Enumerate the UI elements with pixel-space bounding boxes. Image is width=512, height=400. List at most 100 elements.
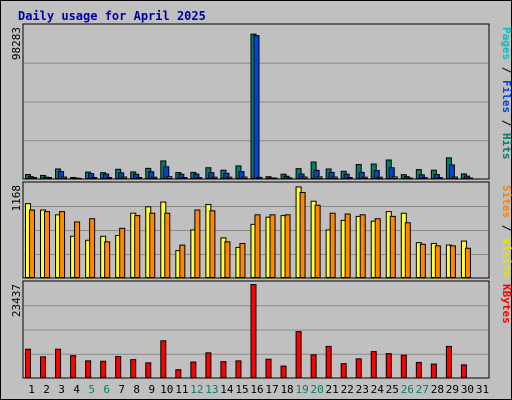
bar-kbytes — [190, 361, 197, 378]
bar-kbytes — [40, 356, 47, 379]
bar-sites — [299, 192, 306, 278]
bar-sites — [239, 242, 246, 279]
x-tick-label: 30 — [461, 383, 474, 396]
bar-sites — [404, 222, 411, 279]
x-tick-label: 11 — [175, 383, 188, 396]
panel-3: 23437 KBytes — [10, 280, 512, 379]
bar-pages — [226, 176, 233, 180]
legend-label: KBytes — [500, 284, 512, 324]
panel-2: 1168 Sites / Visits — [10, 181, 512, 279]
bar-pages — [136, 176, 143, 180]
x-tick-label: 26 — [401, 383, 414, 396]
bar-kbytes — [250, 284, 257, 378]
legend-label: Sites / Visits — [500, 185, 512, 278]
x-axis: 1 2 3 4 5 6 7 8 9 10 11 12 13 14 15 16 17 18 19 20 21 22 23 24 2… — [28, 383, 489, 396]
x-tick-label: 20 — [311, 383, 324, 396]
x-tick-label: 6 — [103, 383, 110, 396]
bar-kbytes — [85, 360, 92, 379]
bar-pages — [181, 176, 188, 180]
bar-pages — [61, 176, 68, 179]
bar-sites — [344, 213, 351, 279]
bar-kbytes — [220, 361, 227, 379]
bar-kbytes — [100, 360, 107, 378]
bar-pages — [466, 177, 473, 179]
bar-pages — [346, 176, 353, 180]
bar-kbytes — [385, 353, 392, 378]
chart-panels: 98283 Pages / Files / Hits 1168 Sites / Vis… — [10, 23, 512, 379]
bar-kbytes — [55, 348, 62, 378]
bar-files — [253, 35, 260, 180]
axis-max-label: 1168 — [10, 185, 23, 212]
bar-pages — [166, 176, 173, 179]
bar-sites — [254, 214, 261, 279]
bar-kbytes — [145, 362, 152, 378]
bar-sites — [329, 212, 336, 279]
x-tick-label: 25 — [386, 383, 399, 396]
bar-kbytes — [205, 352, 212, 378]
bar-pages — [451, 176, 458, 179]
bar-kbytes — [175, 369, 182, 378]
x-tick-label: 22 — [341, 383, 354, 396]
bar-sites — [104, 241, 111, 279]
bar-sites — [179, 244, 186, 278]
bar-sites — [359, 214, 366, 279]
x-tick-label: 3 — [58, 383, 65, 396]
bar-sites — [224, 241, 231, 279]
bar-sites — [149, 212, 156, 279]
x-tick-label: 15 — [235, 383, 248, 396]
bar-kbytes — [235, 360, 242, 379]
x-tick-label: 12 — [190, 383, 203, 396]
bar-sites — [44, 211, 51, 278]
legend-part: Files — [500, 80, 512, 113]
bar-pages — [286, 177, 293, 179]
bar-sites — [464, 247, 471, 278]
bar-kbytes — [430, 363, 437, 378]
x-tick-label: 21 — [326, 383, 339, 396]
bar-kbytes — [295, 331, 302, 378]
x-tick-label: 16 — [250, 383, 263, 396]
bar-kbytes — [460, 364, 467, 378]
x-tick-label: 18 — [280, 383, 293, 396]
bar-kbytes — [25, 348, 31, 378]
panel-1: 98283 Pages / Files / Hits — [10, 23, 512, 180]
x-tick-label: 2 — [43, 383, 50, 396]
bar-sites — [269, 214, 276, 279]
bar-pages — [241, 176, 248, 179]
bar-pages — [256, 176, 263, 179]
bar-kbytes — [265, 358, 272, 378]
bar-kbytes — [445, 345, 452, 378]
bar-pages — [391, 176, 398, 180]
bar-sites — [74, 221, 81, 279]
x-tick-label: 5 — [88, 383, 95, 396]
bar-kbytes — [130, 359, 137, 379]
bar-kbytes — [115, 355, 122, 378]
x-tick-label: 1 — [28, 383, 35, 396]
x-tick-label: 24 — [371, 383, 385, 396]
x-tick-label: 7 — [118, 383, 125, 396]
x-tick-label: 27 — [416, 383, 429, 396]
legend-part: Hits — [500, 133, 512, 160]
bar-sites — [434, 245, 441, 278]
x-tick-label: 4 — [73, 383, 80, 396]
x-tick-label: 31 — [476, 383, 489, 396]
bar-sites — [29, 209, 35, 278]
legend-part: / — [500, 113, 512, 133]
x-tick-label: 19 — [295, 383, 308, 396]
bar-sites — [389, 215, 396, 278]
bar-kbytes — [160, 340, 167, 378]
bar-kbytes — [415, 361, 422, 379]
bar-kbytes — [340, 363, 347, 379]
bar-sites — [59, 211, 66, 278]
bar-sites — [374, 218, 381, 278]
axis-max-label: 98283 — [10, 27, 23, 60]
bar-pages — [91, 176, 98, 180]
legend-part: / — [500, 218, 512, 238]
bar-kbytes — [370, 351, 377, 378]
bar-kbytes — [310, 354, 317, 378]
legend-part: Pages — [500, 27, 512, 60]
x-tick-label: 8 — [133, 383, 140, 396]
bar-sites — [314, 204, 321, 279]
x-tick-label: 23 — [356, 383, 369, 396]
legend-part: Sites — [500, 185, 512, 218]
